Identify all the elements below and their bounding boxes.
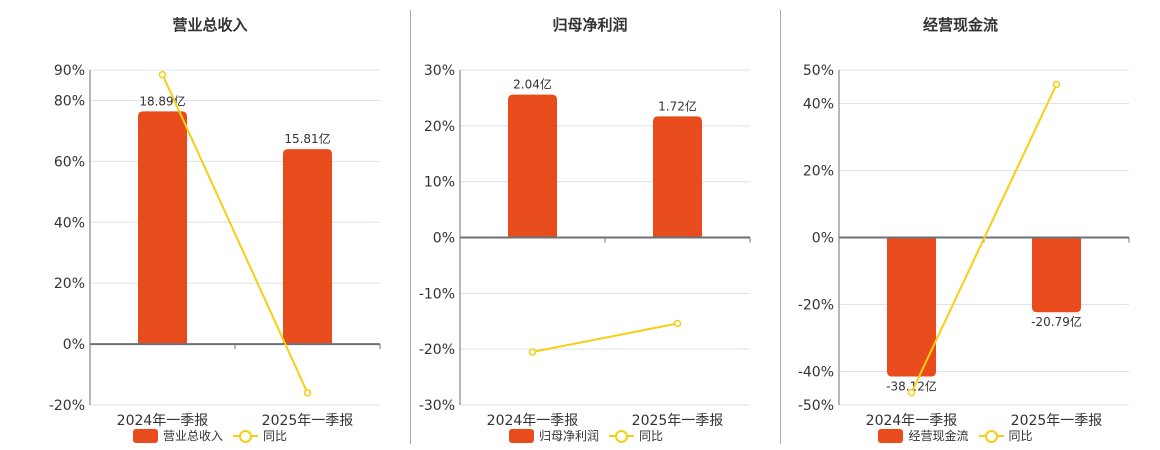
yoy-line — [532, 322, 678, 353]
chart-panel-operating-cashflow: 经营现金流 50% 40% 20% 0% -20% -40% -50% -38.12亿 2024… — [781, 0, 1160, 450]
bar-value-label: 15.81亿 — [284, 131, 330, 146]
y-tick-label: 40% — [803, 97, 834, 113]
legend-line-icon[interactable] — [609, 429, 634, 443]
y-tick-label: -30% — [419, 398, 455, 414]
x-category-label: 2024年一季报 — [487, 413, 579, 429]
x-category-label: 2025年一季报 — [632, 413, 724, 429]
y-tick-label: 30% — [424, 63, 455, 79]
x-category-label: 2024年一季报 — [117, 413, 209, 429]
bar-1[interactable] — [887, 237, 936, 377]
bar-value-label: 18.89亿 — [139, 93, 185, 108]
chart-panel-net-profit: 归母净利润 30% 20% 10% 0% -10% -20% -30% 2.04亿 2024年一… — [411, 0, 781, 450]
chart-legend: 经营现金流 同比 — [766, 427, 1145, 444]
chart-plot: 30% 20% 10% 0% -10% -20% -30% 2.04亿 2024年一季报 1.72… — [419, 63, 751, 429]
legend-line-label[interactable]: 同比 — [1008, 429, 1033, 443]
x-category-label: 2024年一季报 — [866, 413, 958, 429]
chart-plot: 90% 80% 60% 40% 20% 0% -20% 18.89亿 2024年一季报 15.81… — [49, 63, 381, 429]
legend-line-icon[interactable] — [233, 429, 258, 443]
y-tick-label: -40% — [798, 365, 834, 381]
y-tick-label: 10% — [424, 175, 455, 191]
yoy-line — [910, 83, 1058, 394]
y-tick-label: 60% — [54, 154, 85, 170]
y-tick-label: 0% — [812, 231, 834, 247]
bar-1[interactable] — [138, 111, 187, 345]
bar-1[interactable] — [508, 94, 557, 238]
legend-bar-label[interactable]: 归母净利润 — [538, 429, 599, 443]
legend-bar-swatch[interactable] — [878, 428, 904, 443]
bar-2[interactable] — [1032, 237, 1081, 313]
bar-value-label: -38.12亿 — [886, 379, 937, 394]
yoy-point[interactable] — [907, 388, 916, 397]
yoy-line — [161, 74, 309, 394]
bar-2[interactable] — [653, 116, 702, 238]
y-tick-label: 50% — [803, 63, 834, 79]
yoy-point[interactable] — [158, 70, 167, 79]
y-tick-label: -20% — [49, 398, 85, 414]
legend-bar-swatch[interactable] — [508, 428, 534, 443]
yoy-point[interactable] — [1052, 80, 1061, 89]
yoy-point[interactable] — [528, 348, 537, 356]
legend-bar-swatch[interactable] — [132, 428, 158, 443]
chart-legend: 营业总收入 同比 — [5, 427, 415, 444]
y-tick-label: -20% — [798, 298, 834, 314]
legend-bar-label[interactable]: 经营现金流 — [908, 429, 969, 443]
yoy-point[interactable] — [303, 389, 312, 397]
chart-panel-revenue: 营业总收入 90% 80% 60% 40% 20% 0% -20% 18.89亿 2024年一季… — [0, 0, 410, 450]
chart-title: 归母净利润 — [552, 16, 628, 34]
y-tick-label: 40% — [54, 215, 85, 231]
legend-line-label[interactable]: 同比 — [263, 429, 288, 443]
y-tick-label: 20% — [54, 276, 85, 292]
x-category-label: 2025年一季报 — [1011, 413, 1103, 429]
y-tick-label: -50% — [798, 398, 834, 414]
chart-plot: 50% 40% 20% 0% -20% -40% -50% -38.12亿 2024年一季报 -2… — [798, 63, 1130, 429]
y-tick-label: 0% — [63, 337, 85, 353]
panel-divider — [410, 10, 411, 444]
y-tick-label: -20% — [419, 342, 455, 358]
chart-title: 经营现金流 — [922, 16, 998, 34]
y-tick-label: 20% — [803, 164, 834, 180]
y-tick-label: 90% — [54, 63, 85, 79]
bar-value-label: -20.79亿 — [1031, 314, 1082, 329]
bar-2[interactable] — [283, 149, 332, 345]
y-tick-label: -10% — [419, 286, 455, 302]
y-tick-label: 20% — [424, 119, 455, 135]
bar-value-label: 1.72亿 — [658, 98, 697, 113]
x-category-label: 2025年一季报 — [262, 413, 354, 429]
yoy-point[interactable] — [673, 319, 682, 328]
y-tick-label: 80% — [54, 93, 85, 109]
bar-value-label: 2.04亿 — [513, 77, 552, 92]
panel-divider — [780, 10, 781, 444]
chart-title: 营业总收入 — [172, 16, 248, 34]
chart-legend: 归母净利润 同比 — [401, 427, 771, 444]
y-tick-label: 0% — [433, 231, 455, 247]
legend-line-icon[interactable] — [978, 429, 1004, 443]
legend-bar-label[interactable]: 营业总收入 — [162, 429, 223, 443]
legend-line-label[interactable]: 同比 — [639, 429, 664, 443]
